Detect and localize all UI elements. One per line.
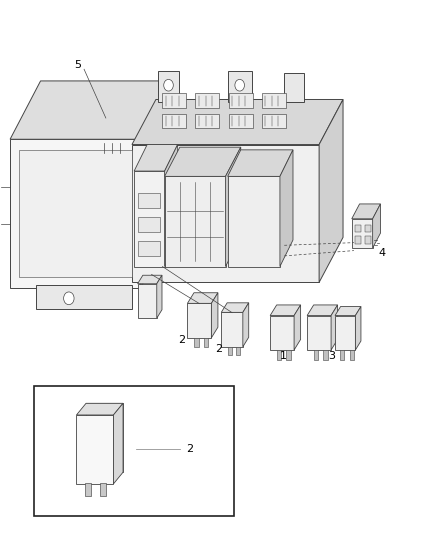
Circle shape — [235, 79, 244, 91]
Bar — [162, 114, 186, 128]
FancyBboxPatch shape — [158, 71, 179, 102]
Bar — [350, 350, 354, 360]
Polygon shape — [132, 144, 319, 282]
Text: 3: 3 — [328, 351, 336, 361]
Bar — [138, 241, 160, 256]
Polygon shape — [10, 81, 171, 139]
Polygon shape — [77, 403, 123, 415]
Text: 2: 2 — [186, 445, 194, 455]
Polygon shape — [138, 284, 157, 318]
Bar — [34, 386, 234, 516]
Polygon shape — [319, 100, 343, 282]
FancyBboxPatch shape — [284, 73, 304, 102]
Bar — [355, 224, 361, 232]
Bar — [100, 483, 106, 496]
Bar — [340, 350, 344, 360]
Text: 1: 1 — [280, 351, 287, 361]
Polygon shape — [165, 176, 226, 266]
Bar — [261, 93, 286, 108]
Polygon shape — [307, 316, 331, 350]
Text: 4: 4 — [378, 248, 386, 259]
Bar — [355, 236, 361, 244]
Bar — [365, 236, 371, 244]
Polygon shape — [165, 147, 241, 176]
Polygon shape — [352, 204, 381, 219]
Text: 2: 2 — [215, 344, 223, 354]
Polygon shape — [228, 176, 280, 266]
Bar — [314, 350, 318, 360]
Bar — [195, 114, 219, 128]
Polygon shape — [228, 150, 293, 176]
Polygon shape — [77, 415, 113, 484]
Polygon shape — [331, 305, 338, 350]
Polygon shape — [187, 303, 212, 338]
Polygon shape — [294, 305, 300, 350]
Bar — [85, 483, 91, 496]
Bar — [138, 193, 160, 208]
Polygon shape — [221, 312, 243, 347]
Bar — [323, 350, 328, 360]
Bar — [229, 93, 253, 108]
Polygon shape — [134, 171, 165, 266]
Bar — [365, 224, 371, 232]
Polygon shape — [226, 147, 241, 266]
Polygon shape — [113, 403, 123, 484]
Polygon shape — [138, 275, 162, 284]
FancyBboxPatch shape — [36, 285, 132, 309]
Bar — [277, 350, 281, 360]
Bar — [229, 114, 253, 128]
Polygon shape — [212, 293, 218, 338]
FancyBboxPatch shape — [228, 71, 252, 102]
Polygon shape — [132, 100, 343, 144]
Polygon shape — [41, 81, 171, 229]
Circle shape — [164, 79, 173, 91]
Polygon shape — [280, 150, 293, 266]
Polygon shape — [165, 144, 178, 266]
Bar — [194, 338, 198, 348]
Bar — [19, 150, 132, 277]
Bar — [204, 338, 208, 348]
Bar — [286, 350, 291, 360]
Bar — [261, 114, 286, 128]
Circle shape — [64, 292, 74, 305]
Bar — [236, 347, 240, 356]
Polygon shape — [307, 305, 338, 316]
Polygon shape — [270, 305, 300, 316]
Text: 2: 2 — [178, 335, 186, 345]
Polygon shape — [86, 403, 123, 472]
Polygon shape — [10, 139, 141, 288]
Polygon shape — [335, 306, 361, 316]
Polygon shape — [270, 316, 294, 350]
Polygon shape — [243, 303, 249, 347]
Bar — [228, 347, 232, 356]
Polygon shape — [355, 306, 361, 350]
Bar — [195, 93, 219, 108]
Polygon shape — [373, 204, 381, 248]
Polygon shape — [335, 316, 355, 350]
Polygon shape — [352, 219, 373, 248]
Polygon shape — [134, 144, 178, 171]
Polygon shape — [221, 303, 249, 312]
Polygon shape — [187, 293, 218, 303]
Text: 5: 5 — [74, 60, 81, 70]
Bar — [162, 93, 186, 108]
Bar — [138, 217, 160, 232]
Polygon shape — [141, 81, 171, 288]
Polygon shape — [157, 275, 162, 318]
